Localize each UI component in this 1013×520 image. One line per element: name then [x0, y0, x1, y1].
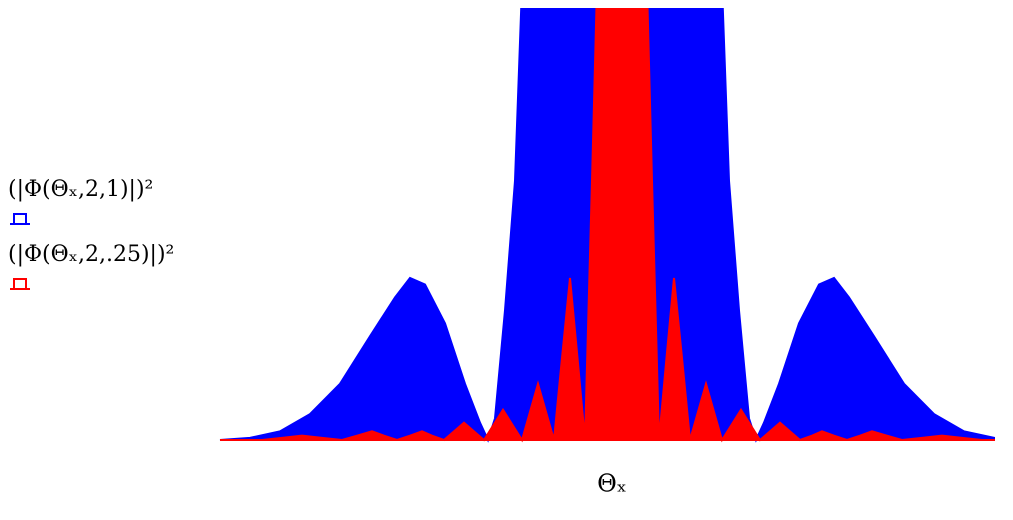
- legend-label: (|Φ(Θₓ,2,.25)|)²: [8, 242, 174, 267]
- legend-symbol: [10, 278, 30, 290]
- legend-label: (|Φ(Θₓ,2,1)|)²: [8, 177, 153, 202]
- plot-area: [219, 8, 995, 443]
- legend-symbol: [10, 213, 30, 225]
- area: [220, 8, 995, 443]
- x-axis-label: Θₓ: [597, 470, 627, 498]
